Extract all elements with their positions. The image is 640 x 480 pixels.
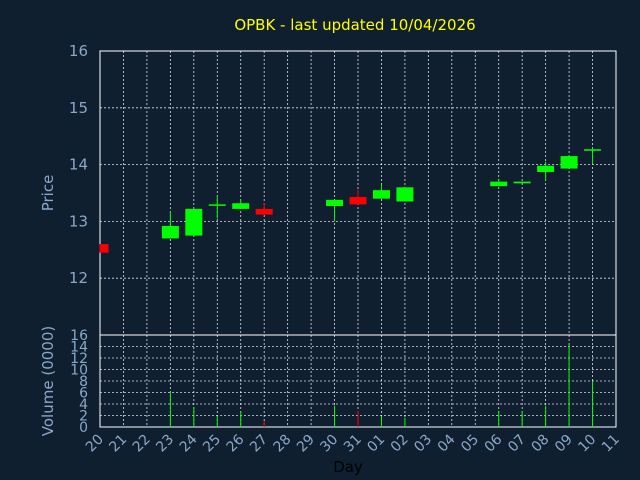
candle-body <box>584 149 602 151</box>
volume-tick-label: 2 <box>79 409 88 425</box>
candle-body <box>537 165 555 172</box>
candle-body <box>326 199 344 207</box>
candle-body <box>396 187 414 202</box>
x-tick-label: 25 <box>200 432 224 456</box>
x-tick-label: 22 <box>130 432 154 456</box>
x-tick-label: 08 <box>529 432 553 456</box>
volume-tick-label: 16 <box>70 328 88 344</box>
volume-tick-label: 12 <box>70 351 88 367</box>
x-tick-label: 29 <box>294 432 318 456</box>
marks-layer <box>99 147 602 427</box>
x-tick-label: 23 <box>153 432 177 456</box>
x-axis-label: Day <box>333 458 363 476</box>
x-tick-label: 27 <box>247 432 271 456</box>
volume-tick-label: 14 <box>70 340 88 356</box>
volume-tick-label: 8 <box>79 374 88 390</box>
candle-body <box>161 225 179 239</box>
y-tick-label: 12 <box>69 269 88 287</box>
x-tick-label: 07 <box>505 432 529 456</box>
volume-tick-label: 6 <box>79 386 88 402</box>
x-tick-label: 04 <box>435 431 459 455</box>
y-tick-label: 14 <box>69 156 88 174</box>
candle-body <box>372 190 390 199</box>
x-tick-label: 31 <box>341 432 365 456</box>
volume-tick-label: 0 <box>79 420 88 436</box>
x-tick-label: 26 <box>224 431 248 455</box>
x-tick-label: 30 <box>317 432 341 456</box>
candle-body <box>349 196 367 205</box>
candle-body <box>208 204 226 206</box>
x-tick-label: 06 <box>482 431 506 455</box>
x-tick-label: 21 <box>106 432 130 456</box>
candle-body <box>490 181 508 187</box>
x-tick-label: 10 <box>575 432 599 456</box>
volume-tick-label: 4 <box>79 397 88 413</box>
candle-body <box>513 181 531 184</box>
candle-body <box>185 208 203 236</box>
volume-tick-label: 10 <box>70 363 88 379</box>
candle-body <box>560 156 578 169</box>
y-tick-label: 13 <box>69 212 88 230</box>
x-tick-label: 02 <box>388 432 412 456</box>
x-tick-label: 05 <box>458 432 482 456</box>
x-tick-label: 09 <box>552 432 576 456</box>
candle-body <box>255 208 273 215</box>
y-tick-label: 15 <box>69 99 88 117</box>
x-tick-label: 24 <box>177 431 201 455</box>
volume-axis-label: Volume (0000) <box>39 326 57 436</box>
candle-body <box>232 203 250 209</box>
y-axis-label: Price <box>39 175 57 212</box>
candle-body <box>100 244 109 253</box>
x-tick-label: 28 <box>271 432 295 456</box>
y-tick-label: 16 <box>69 42 88 60</box>
x-tick-label: 11 <box>599 432 623 456</box>
x-tick-label: 03 <box>411 432 435 456</box>
x-tick-label: 01 <box>364 432 388 456</box>
chart-title: OPBK - last updated 10/04/2026 <box>234 16 475 34</box>
